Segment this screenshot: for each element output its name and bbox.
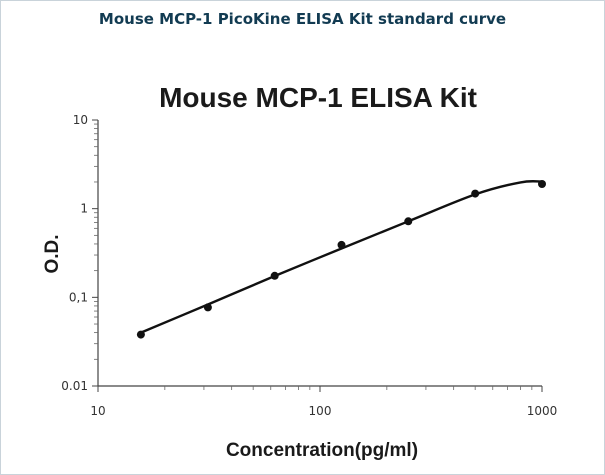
data-point xyxy=(270,271,279,280)
x-axis-label: Concentration(pg/ml) xyxy=(226,440,418,461)
x-tick-label: 100 xyxy=(309,404,332,418)
data-point xyxy=(471,189,480,198)
page-title: Mouse MCP-1 PicoKine ELISA Kit standard … xyxy=(98,10,507,28)
axes xyxy=(97,120,542,387)
x-tick-label: 1000 xyxy=(527,404,558,418)
x-tick-label: 10 xyxy=(90,404,105,418)
y-tick-label: 10 xyxy=(73,113,88,127)
data-point xyxy=(538,180,546,188)
data-points xyxy=(136,180,546,339)
ticks: 10 100 1000 10 1 0,1 0.01 xyxy=(61,113,557,418)
data-point xyxy=(136,330,145,339)
chart-title: Mouse MCP-1 ELISA Kit xyxy=(159,82,477,113)
data-point xyxy=(203,303,212,312)
y-tick-label: 0.01 xyxy=(61,379,88,393)
fit-curve-line xyxy=(140,180,543,334)
data-point xyxy=(404,217,413,226)
data-point xyxy=(337,240,346,249)
y-tick-label: 1 xyxy=(80,202,88,216)
y-axis-label: O.D. xyxy=(42,234,63,273)
y-tick-label: 0,1 xyxy=(69,290,88,304)
fit-curve-group xyxy=(140,180,543,334)
